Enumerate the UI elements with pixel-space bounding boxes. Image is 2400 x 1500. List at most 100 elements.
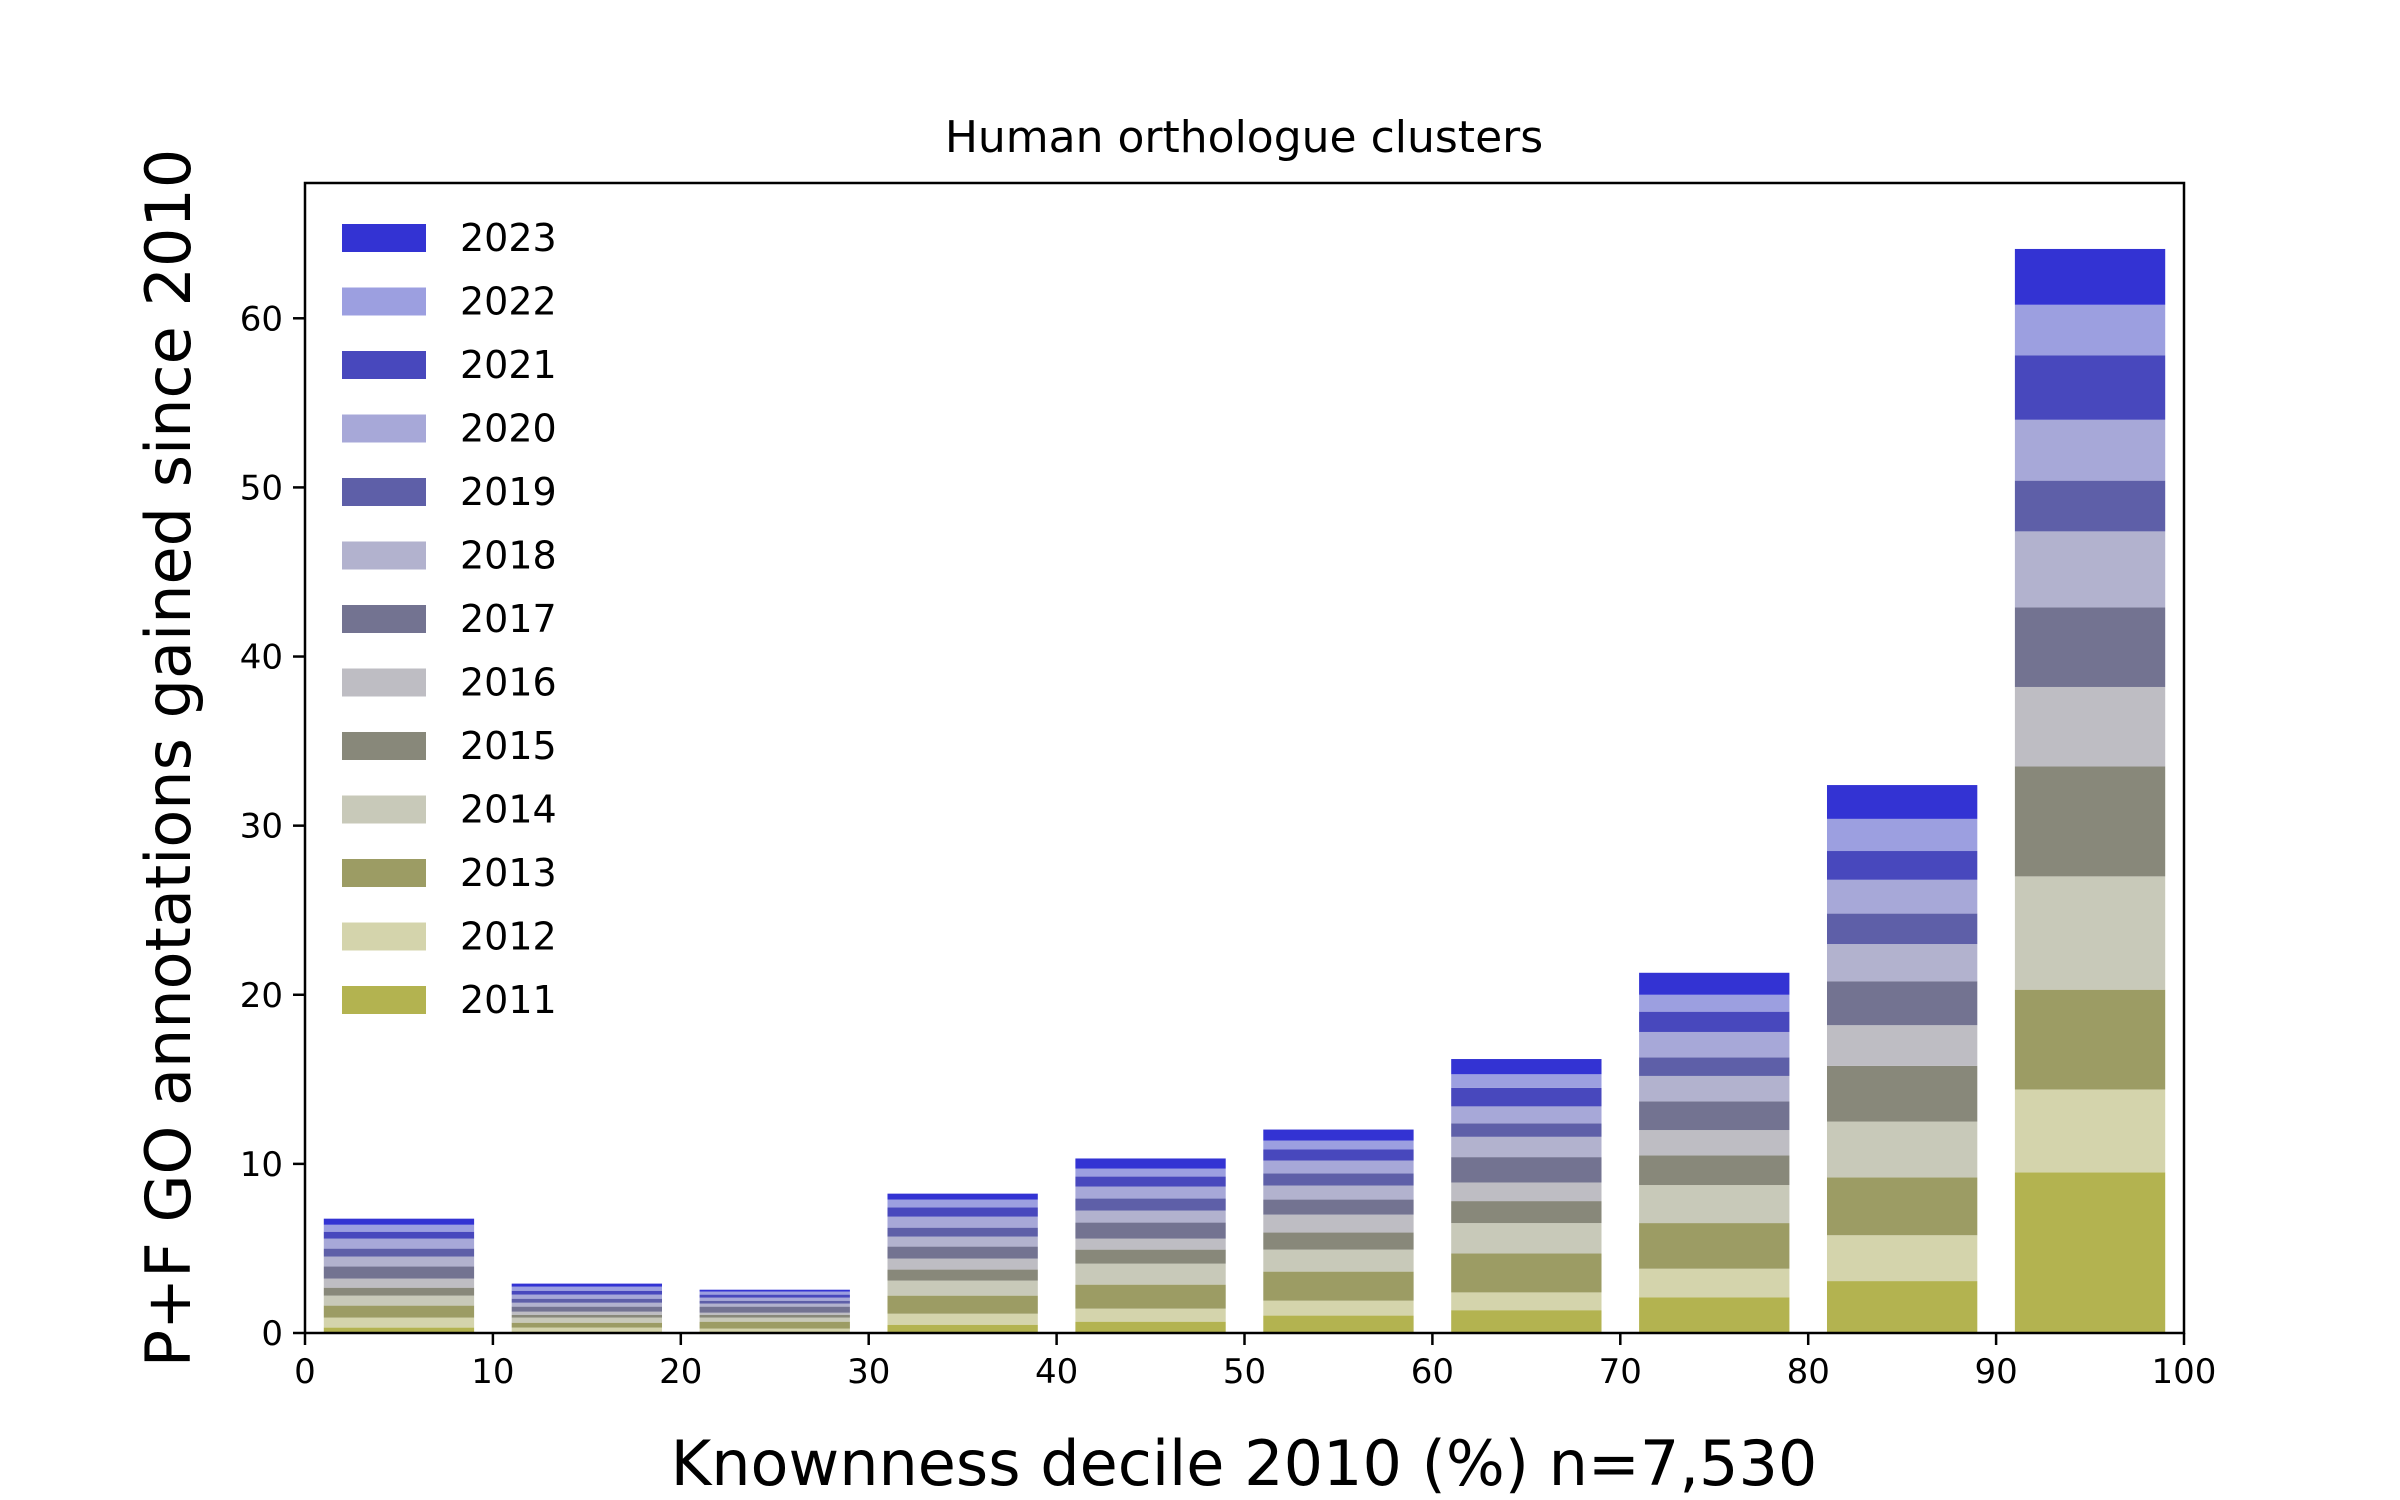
legend-swatch [342, 859, 426, 887]
bar-segment-2019-80-90 [1826, 913, 1978, 945]
legend-item-2016: 2016 [342, 661, 557, 705]
bar-segment-2021-20-30 [699, 1294, 850, 1298]
legend-swatch [342, 605, 426, 633]
bar-segment-2015-70-80 [1639, 1155, 1790, 1186]
bar-segment-2019-20-30 [699, 1300, 850, 1304]
bar-segment-2016-30-40 [887, 1258, 1038, 1270]
bar-segment-2019-90-100 [2014, 480, 2166, 532]
bar-segment-2018-70-80 [1639, 1075, 1790, 1102]
bar-segment-2022-70-80 [1639, 994, 1790, 1012]
bar-segment-2011-40-50 [1075, 1321, 1226, 1333]
bar-segment-2021-90-100 [2014, 355, 2166, 420]
bar-segment-2018-0-10 [323, 1256, 475, 1267]
bar-segment-2016-50-60 [1263, 1214, 1414, 1233]
y-tick-label: 50 [240, 468, 283, 508]
legend-swatch [342, 668, 426, 697]
bar-segment-2015-0-10 [323, 1287, 475, 1296]
bar-segment-2016-10-20 [511, 1311, 663, 1315]
bar-segment-2023-70-80 [1639, 972, 1790, 995]
bar-segment-2019-0-10 [323, 1248, 475, 1257]
y-tick-label: 10 [240, 1145, 283, 1185]
legend-label: 2020 [460, 407, 557, 451]
bar-segment-2014-70-80 [1639, 1185, 1790, 1224]
bar-segment-2019-10-20 [511, 1298, 663, 1303]
bar-segment-2020-10-20 [511, 1294, 663, 1299]
bar-segment-2012-10-20 [511, 1327, 663, 1332]
bar-segment-2012-20-30 [699, 1328, 850, 1332]
bar-segment-2014-80-90 [1826, 1121, 1978, 1178]
legend-swatch [342, 795, 426, 824]
bar-segment-2021-80-90 [1826, 851, 1978, 880]
bar-segment-2017-70-80 [1639, 1101, 1790, 1131]
legend-label: 2015 [460, 724, 557, 768]
legend-label: 2021 [460, 343, 557, 387]
bar-segment-2020-20-30 [699, 1297, 850, 1301]
bar-segment-2017-50-60 [1263, 1199, 1414, 1215]
chart-title: Human orthologue clusters [945, 112, 1543, 163]
legend-swatch [342, 414, 426, 443]
legend-label: 2017 [460, 597, 557, 641]
bar-segment-2013-60-70 [1451, 1253, 1602, 1293]
bar-segment-2017-30-40 [887, 1246, 1038, 1259]
legend-label: 2013 [460, 851, 557, 895]
bar-segment-2020-0-10 [323, 1238, 475, 1249]
bar-segment-2016-40-50 [1075, 1238, 1226, 1250]
legend-swatch [342, 541, 426, 570]
bar-segment-2013-0-10 [323, 1305, 475, 1318]
legend-label: 2016 [460, 661, 557, 705]
bar-segment-2018-40-50 [1075, 1210, 1226, 1223]
axes-layer: 0 10 20 30 40 50 60 70 80 90 100 0 10 20 30 40 50 60 [240, 181, 2216, 1392]
legend-item-2018: 2018 [342, 534, 557, 578]
bar-segment-2012-90-100 [2014, 1089, 2166, 1173]
bar-segment-2011-80-90 [1826, 1281, 1978, 1333]
legend-item-2017: 2017 [342, 597, 557, 641]
bar-segment-2017-0-10 [323, 1266, 475, 1279]
bar-segment-2019-60-70 [1451, 1123, 1602, 1137]
bar-segment-2023-10-20 [511, 1283, 663, 1287]
bar-segment-2021-40-50 [1075, 1176, 1226, 1187]
bar-segment-2020-80-90 [1826, 879, 1978, 914]
x-tick-label: 60 [1411, 1352, 1454, 1392]
bar-segment-2022-10-20 [511, 1286, 663, 1291]
y-tick-label: 30 [240, 807, 283, 847]
legend-item-2020: 2020 [342, 407, 557, 451]
bar-segment-2013-40-50 [1075, 1284, 1226, 1309]
bar-segment-2011-70-80 [1639, 1297, 1790, 1333]
bar-segment-2019-30-40 [887, 1227, 1038, 1237]
bar-segment-2011-50-60 [1263, 1315, 1414, 1333]
x-tick-label: 10 [471, 1352, 514, 1392]
bar-segment-2016-80-90 [1826, 1025, 1978, 1066]
legend-label: 2012 [460, 915, 557, 959]
bar-segment-2015-20-30 [699, 1314, 850, 1318]
bar-segment-2016-20-30 [699, 1312, 850, 1315]
y-axis-label: P+F GO annotations gained since 2010 [132, 149, 205, 1367]
bar-segment-2022-40-50 [1075, 1168, 1226, 1177]
legend-item-2021: 2021 [342, 343, 557, 387]
bar-segment-2015-90-100 [2014, 766, 2166, 877]
bar-segment-2020-40-50 [1075, 1186, 1226, 1199]
x-axis-label: Knownness decile 2010 (%) n=7,530 [671, 1427, 1818, 1500]
bar-segment-2023-50-60 [1263, 1129, 1414, 1141]
y-tick-label: 40 [240, 638, 283, 678]
bar-segment-2016-90-100 [2014, 686, 2166, 767]
x-tick-label: 70 [1599, 1352, 1642, 1392]
legend-item-2022: 2022 [342, 280, 557, 324]
bar-segment-2022-80-90 [1826, 818, 1978, 852]
bar-segment-2013-90-100 [2014, 989, 2166, 1090]
legend-item-2014: 2014 [342, 788, 557, 832]
x-tick-label: 40 [1035, 1352, 1078, 1392]
bar-segment-2014-10-20 [511, 1317, 663, 1323]
bar-segment-2021-10-20 [511, 1290, 663, 1295]
bar-segment-2020-70-80 [1639, 1031, 1790, 1058]
bar-segment-2021-30-40 [887, 1207, 1038, 1217]
bar-segment-2017-20-30 [699, 1306, 850, 1313]
bar-segment-2014-20-30 [699, 1317, 850, 1322]
legend-item-2012: 2012 [342, 915, 557, 959]
bar-segment-2015-80-90 [1826, 1065, 1978, 1122]
bar-segment-2021-60-70 [1451, 1087, 1602, 1107]
bar-segment-2011-30-40 [887, 1324, 1038, 1333]
bar-segment-2022-50-60 [1263, 1140, 1414, 1150]
bar-segment-2015-40-50 [1075, 1249, 1226, 1264]
legend-swatch [342, 478, 426, 506]
